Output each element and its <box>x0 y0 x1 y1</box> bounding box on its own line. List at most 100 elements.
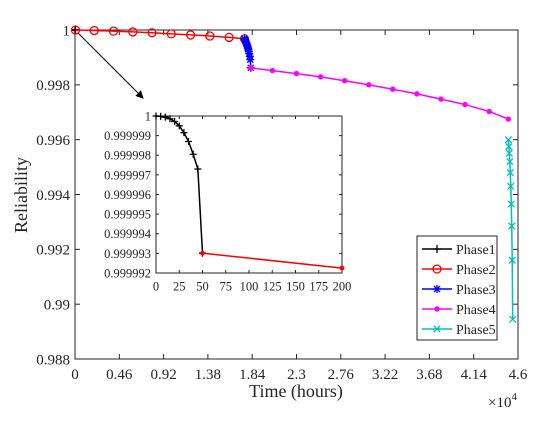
main-point-phase5 <box>507 182 515 190</box>
legend-label: Phase4 <box>456 303 496 318</box>
main-y-tick-label: 0.996 <box>36 133 70 149</box>
main-point-phase2 <box>224 32 234 43</box>
x-multiplier-base: ×10 <box>488 395 511 411</box>
inset-x-tick-label: 75 <box>220 280 233 294</box>
inset-y-tick-label: 0.999992 <box>104 266 151 280</box>
main-x-tick-label: 2.76 <box>328 367 355 383</box>
main-point-phase4 <box>462 101 468 108</box>
inset-point-phase1 <box>171 117 179 125</box>
main-point-phase2 <box>147 28 157 38</box>
main-point-phase4 <box>248 65 254 71</box>
legend-label: Phase5 <box>456 323 496 338</box>
main-chart: 0 0.46 0.92 1.38 1.84 2.3 2.76 3.22 3.68 4.14 4.6 … <box>11 23 528 411</box>
inset-y-tick-label: 0.999993 <box>104 247 151 261</box>
main-point-phase4 <box>341 78 348 84</box>
inset-y-tick-label: 0.999999 <box>104 129 151 143</box>
legend: Phase1 Phase2 Phase3 Phase4 Phase5 <box>416 235 498 341</box>
inset-point-phase2 <box>200 250 205 256</box>
main-point-phase2 <box>108 26 119 36</box>
main-x-tick-label: 0.92 <box>150 367 176 383</box>
main-series <box>70 25 517 323</box>
main-line-phase4 <box>250 67 509 120</box>
main-point-phase5 <box>509 315 517 323</box>
main-point-phase4 <box>390 86 396 92</box>
inset-point-phase1 <box>185 138 193 146</box>
inset-y-tick-label: 0.999997 <box>104 168 151 182</box>
main-point-phase2 <box>128 27 138 37</box>
inset-point-phase1 <box>161 113 169 121</box>
main-point-phase5 <box>506 157 514 166</box>
main-point-phase5 <box>507 200 515 208</box>
inset-y-axis: 0.999992 0.999993 0.999994 0.999995 0.999996… <box>104 109 342 280</box>
main-series-phase1 <box>71 26 80 35</box>
main-line-phase2 <box>75 29 245 40</box>
main-point-phase4 <box>317 74 324 80</box>
main-series-phase5 <box>504 136 517 323</box>
main-point-phase3 <box>246 55 255 64</box>
y-axis-label: Reliability <box>11 157 31 233</box>
main-point-phase5 <box>506 168 514 177</box>
main-x-tick-label: 2.3 <box>287 367 306 383</box>
inset-point-phase1 <box>189 150 197 158</box>
main-x-tick-label: 1.84 <box>239 367 266 383</box>
main-point-phase2 <box>166 29 176 39</box>
main-x-tick-label: 4.14 <box>461 367 488 383</box>
main-point-phase4 <box>486 108 492 115</box>
main-point-phase4 <box>366 82 372 88</box>
inset-x-tick-label: 125 <box>263 280 282 294</box>
main-point-phase2 <box>185 30 196 40</box>
legend-item-phase1: Phase1 <box>422 243 496 258</box>
inset-series-phase1 <box>152 112 206 257</box>
legend-box <box>416 235 498 341</box>
main-y-tick-label: 0.988 <box>36 352 70 368</box>
main-series-phase4 <box>248 65 512 122</box>
x-axis-label: Time (hours) <box>249 381 343 402</box>
inset-x-tick-label: 0 <box>153 280 159 294</box>
main-point-phase2 <box>205 31 215 41</box>
main-series-phase3 <box>240 34 255 72</box>
inset-x-tick-label: 150 <box>286 280 305 294</box>
main-y-tick-label: 1 <box>63 23 71 39</box>
zoom-arrow <box>77 32 144 99</box>
main-point-phase5 <box>504 136 513 144</box>
main-point-phase5 <box>508 256 516 264</box>
legend-item-phase3: Phase3 <box>422 283 496 298</box>
inset-point-phase1 <box>166 115 174 123</box>
legend-label: Phase3 <box>456 283 496 298</box>
legend-marker <box>433 285 441 293</box>
legend-marker <box>433 325 441 333</box>
inset-point-phase1 <box>180 129 188 137</box>
inset-chart: 0 25 50 75 100 125 150 175 200 0.9999920.9999930… <box>104 109 351 293</box>
main-y-axis: 0.988 0.99 0.992 0.994 0.996 0.998 1 <box>36 23 518 368</box>
inset-y-tick-label: 0.999996 <box>104 188 151 202</box>
inset-y-tick-label: 0.999998 <box>104 149 151 163</box>
main-point-phase4 <box>293 70 300 77</box>
legend-marker <box>433 245 441 253</box>
main-point-phase5 <box>508 222 516 230</box>
inset-point-phase1 <box>194 165 202 173</box>
x-axis-multiplier: ×104 <box>488 391 517 411</box>
main-point-phase4 <box>414 91 420 97</box>
inset-x-tick-label: 100 <box>240 280 259 294</box>
inset-y-tick-label: 0.999995 <box>104 208 151 222</box>
inset-series <box>152 112 345 271</box>
legend-label: Phase2 <box>456 263 496 278</box>
main-x-tick-label: 0 <box>71 367 79 383</box>
main-line-phase5 <box>507 139 514 320</box>
inset-x-tick-label: 175 <box>309 280 328 294</box>
inset-x-tick-label: 50 <box>196 280 209 294</box>
legend-item-phase5: Phase5 <box>422 323 496 338</box>
inset-plot-area <box>155 115 343 274</box>
main-y-tick-label: 0.992 <box>36 243 70 259</box>
inset-x-tick-label: 25 <box>173 280 186 294</box>
inset-y-tick-label: 1 <box>145 109 151 123</box>
main-y-tick-label: 0.99 <box>44 297 70 313</box>
x-multiplier-exponent: 4 <box>511 391 517 403</box>
main-y-tick-label: 0.994 <box>36 188 70 204</box>
main-x-tick-label: 0.46 <box>106 367 133 383</box>
inset-point-phase2 <box>339 265 345 271</box>
main-x-tick-label: 3.22 <box>372 367 398 383</box>
main-x-tick-label: 3.68 <box>416 367 442 383</box>
main-x-tick-label: 1.38 <box>195 367 221 383</box>
